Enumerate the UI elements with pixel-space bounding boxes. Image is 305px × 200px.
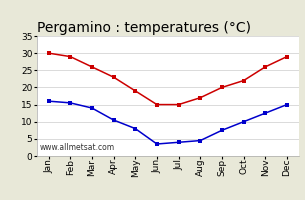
Text: www.allmetsat.com: www.allmetsat.com [39,143,114,152]
Text: Pergamino : temperatures (°C): Pergamino : temperatures (°C) [37,21,251,35]
